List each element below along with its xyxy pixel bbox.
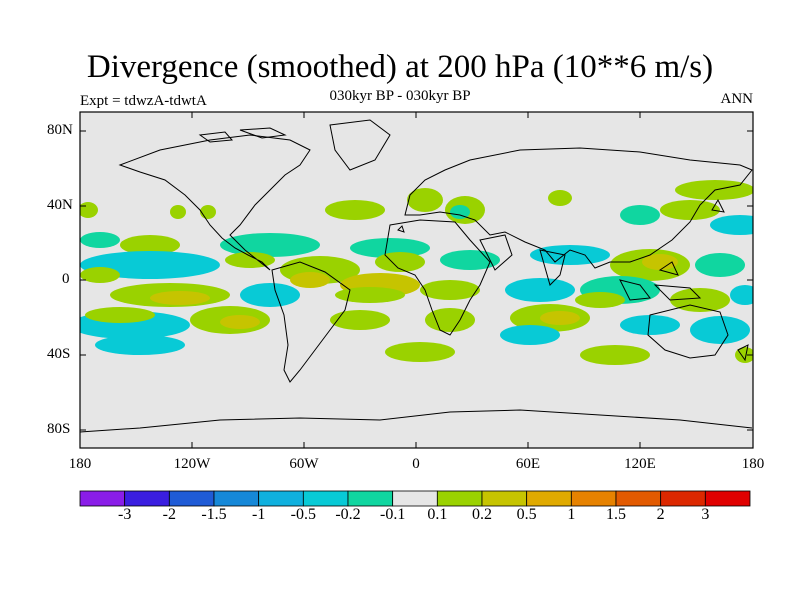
period-label: ANN [720, 91, 754, 107]
colorbar-swatch [392, 490, 438, 507]
x-tick-label: 0 [412, 456, 420, 472]
colorbar-label: -3 [117, 506, 132, 523]
colorbar-swatch [526, 490, 572, 507]
chart-subtitle: 030kyr BP - 030kyr BP [329, 88, 471, 104]
y-tick-label: 80N [47, 122, 73, 138]
y-tick-label: 40S [47, 346, 71, 362]
x-tick-label: 120W [173, 456, 211, 472]
colorbar-swatch [660, 490, 706, 507]
x-tick-label: 60E [515, 456, 541, 472]
colorbar-label: -2 [162, 506, 176, 523]
colorbar [79, 490, 751, 507]
colorbar-label: -1 [251, 506, 266, 523]
experiment-label: Expt = tdwzA-tdwtA [80, 93, 207, 109]
colorbar-swatch [570, 490, 617, 507]
colorbar-label: 1 [567, 506, 576, 523]
colorbar-label: 3 [701, 506, 710, 523]
colorbar-swatch [615, 490, 662, 507]
x-tick-label: 120E [624, 456, 656, 472]
colorbar-label: -0.2 [335, 506, 361, 523]
y-tick-label: 0 [62, 271, 70, 287]
colorbar-swatch [347, 490, 394, 507]
colorbar-swatch [168, 490, 215, 507]
colorbar-swatch [124, 490, 170, 507]
divergence-field [80, 180, 753, 365]
x-ticks [79, 112, 754, 448]
colorbar-label: -1.5 [201, 506, 227, 523]
colorbar-label: 0.2 [472, 506, 492, 523]
colorbar-swatch [79, 490, 126, 507]
y-tick-label: 40N [47, 197, 73, 213]
x-tick-label: 180 [741, 456, 765, 472]
colorbar-swatch [302, 490, 349, 507]
colorbar-label: 2 [656, 506, 665, 523]
colorbar-label: 0.1 [427, 506, 448, 523]
colorbar-label: -0.1 [379, 506, 406, 523]
colorbar-label: 0.5 [516, 506, 537, 523]
colorbar-label: -0.5 [290, 506, 316, 523]
y-ticks [80, 130, 753, 431]
colorbar-swatch [481, 490, 528, 507]
x-tick-label: 60W [289, 456, 319, 472]
chart-title: Divergence (smoothed) at 200 hPa (10**6 … [86, 49, 714, 85]
colorbar-label: 1.5 [606, 506, 626, 523]
coastlines [80, 119, 753, 433]
colorbar-swatch [213, 490, 260, 507]
colorbar-swatch [258, 490, 304, 507]
x-tick-label: 180 [68, 456, 92, 472]
colorbar-swatch [704, 490, 751, 507]
colorbar-swatch [436, 490, 483, 507]
y-tick-label: 80S [47, 421, 71, 437]
